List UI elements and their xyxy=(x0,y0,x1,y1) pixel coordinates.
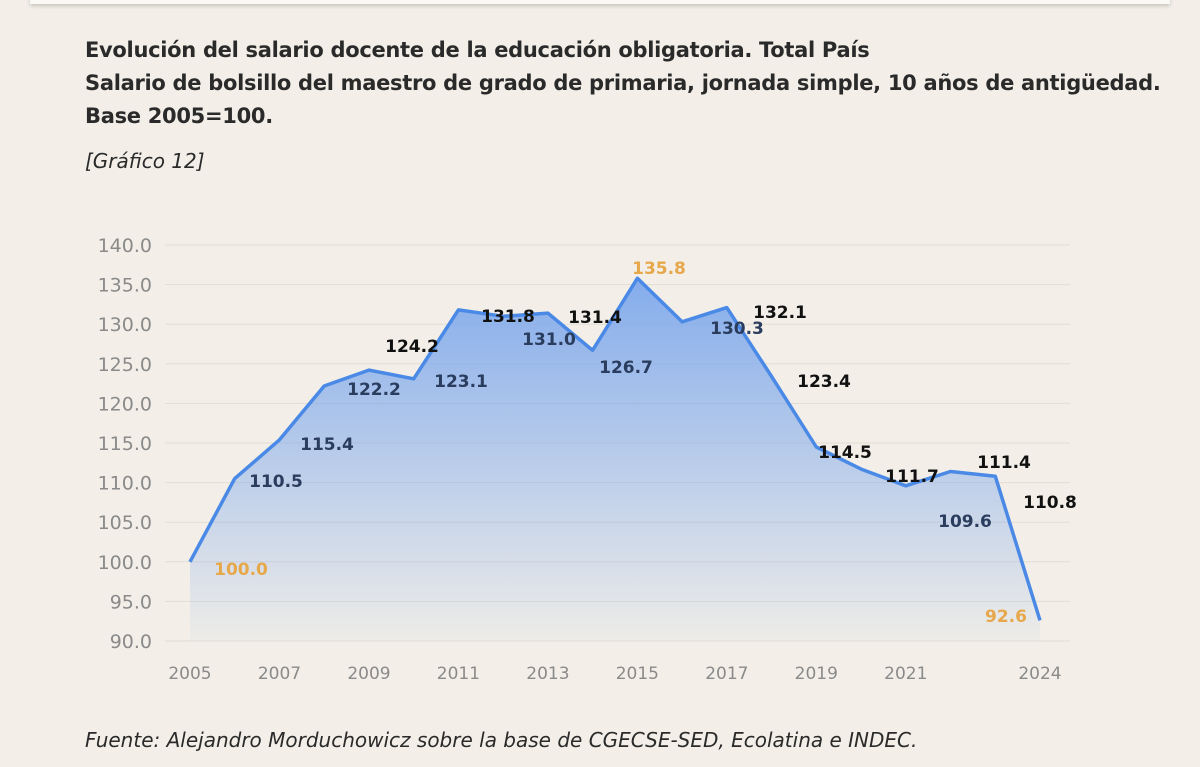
data-label: 135.8 xyxy=(632,259,686,279)
data-label: 131.0 xyxy=(522,330,576,350)
y-tick-label: 110.0 xyxy=(98,473,152,495)
data-label: 126.7 xyxy=(599,358,653,378)
data-label: 131.8 xyxy=(481,307,535,327)
x-tick-label: 2017 xyxy=(705,664,748,684)
data-label: 110.5 xyxy=(249,472,303,492)
y-tick-label: 120.0 xyxy=(98,393,152,415)
x-tick-label: 2019 xyxy=(795,664,838,684)
y-tick-label: 125.0 xyxy=(98,354,152,376)
data-label: 100.0 xyxy=(214,560,268,580)
top-card-edge xyxy=(30,0,1170,4)
data-label: 130.3 xyxy=(710,319,764,339)
data-label: 114.5 xyxy=(818,443,872,463)
x-tick-label: 2024 xyxy=(1018,664,1061,684)
y-tick-label: 100.0 xyxy=(98,552,152,574)
data-label: 123.4 xyxy=(797,372,851,392)
data-label: 111.4 xyxy=(977,453,1031,473)
y-tick-label: 130.0 xyxy=(98,314,152,336)
data-label: 124.2 xyxy=(385,337,439,357)
x-tick-label: 2021 xyxy=(884,664,927,684)
x-tick-label: 2013 xyxy=(526,664,569,684)
x-tick-label: 2015 xyxy=(616,664,659,684)
y-tick-label: 115.0 xyxy=(98,433,152,455)
x-tick-label: 2009 xyxy=(347,664,390,684)
data-label: 122.2 xyxy=(347,380,401,400)
data-label: 92.6 xyxy=(985,607,1027,627)
series-line xyxy=(188,276,1042,621)
data-label: 131.4 xyxy=(568,308,622,328)
chart-title: Evolución del salario docente de la educ… xyxy=(85,34,1165,133)
area-fill xyxy=(190,278,1040,641)
y-tick-label: 105.0 xyxy=(98,512,152,534)
title-line-1: Evolución del salario docente de la educ… xyxy=(85,38,870,62)
data-label: 109.6 xyxy=(938,512,992,532)
x-tick-label: 2007 xyxy=(258,664,301,684)
y-tick-label: 95.0 xyxy=(110,591,152,613)
data-label: 132.1 xyxy=(753,303,807,323)
x-tick-label: 2011 xyxy=(437,664,480,684)
data-label: 115.4 xyxy=(300,435,354,455)
y-tick-label: 140.0 xyxy=(98,235,152,257)
data-label: 123.1 xyxy=(434,372,488,392)
x-tick-label: 2005 xyxy=(168,664,211,684)
data-label: 110.8 xyxy=(1023,493,1077,513)
y-tick-label: 135.0 xyxy=(98,275,152,297)
figure-label: [Gráfico 12] xyxy=(85,149,205,173)
data-label: 111.7 xyxy=(885,467,939,487)
y-tick-label: 90.0 xyxy=(110,631,152,653)
title-line-2: Salario de bolsillo del maestro de grado… xyxy=(85,71,1161,128)
source-note: Fuente: Alejandro Morduchowicz sobre la … xyxy=(85,728,918,752)
